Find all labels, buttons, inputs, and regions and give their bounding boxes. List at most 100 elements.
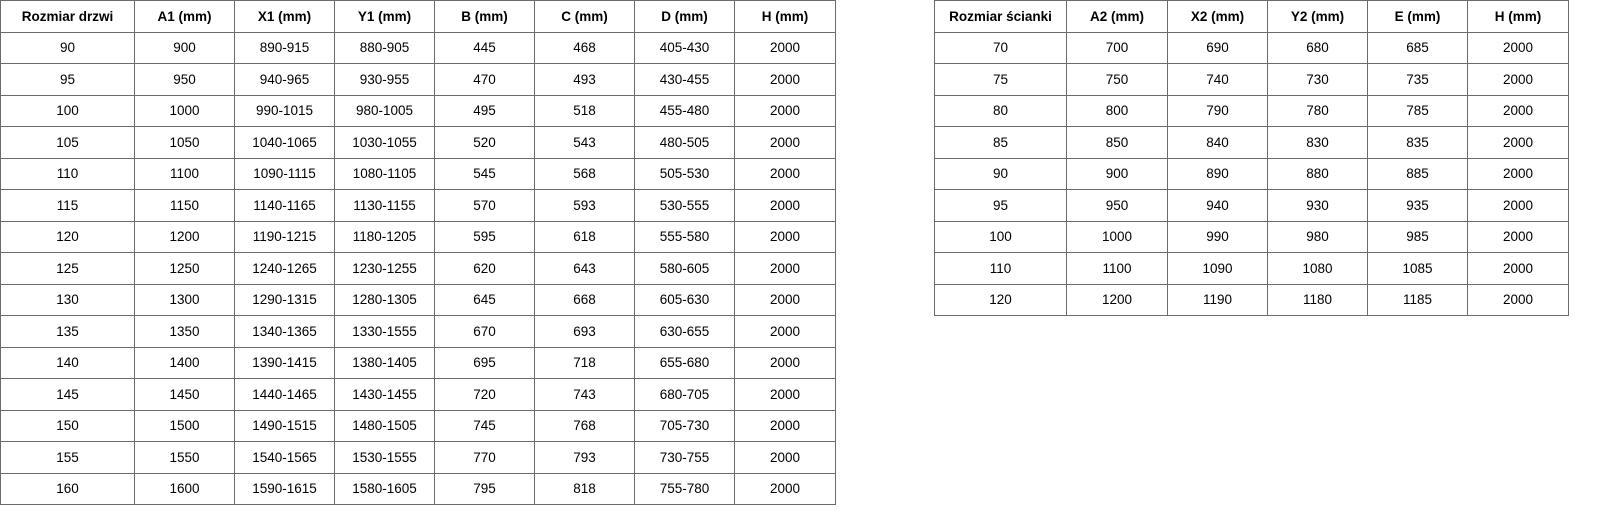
table-cell: 940-965: [234, 63, 335, 96]
table-cell: 493: [534, 63, 635, 96]
table-cell: 890: [1167, 157, 1268, 190]
table-cell: 1550: [134, 441, 235, 474]
table-cell: 90: [934, 157, 1067, 190]
table-cell: 543: [534, 126, 635, 159]
table-cell: 495: [434, 94, 535, 127]
column-header: A1 (mm): [134, 0, 235, 33]
column-header: H (mm): [1467, 0, 1569, 33]
table-cell: 735: [1367, 63, 1468, 96]
table-cell: 1080: [1267, 252, 1368, 285]
table-cell: 680-705: [634, 378, 735, 411]
table-cell: 985: [1367, 220, 1468, 253]
table-cell: 1100: [1066, 252, 1168, 285]
table-cell: 950: [134, 63, 235, 96]
table-cell: 2000: [734, 63, 836, 96]
table-cell: 2000: [1467, 94, 1569, 127]
table-cell: 480-505: [634, 126, 735, 159]
table-cell: 2000: [734, 283, 836, 316]
table-cell: 1190-1215: [234, 220, 335, 253]
table-cell: 430-455: [634, 63, 735, 96]
table-cell: 2000: [734, 126, 836, 159]
table-cell: 1200: [1066, 283, 1168, 316]
table-cell: 990-1015: [234, 94, 335, 127]
table-cell: 620: [434, 252, 535, 285]
table-cell: 125: [0, 252, 135, 285]
table-cell: 935: [1367, 189, 1468, 222]
table-cell: 1500: [134, 409, 235, 442]
table-header-row: Rozmiar drzwi A1 (mm) X1 (mm) Y1 (mm) B (mm)…: [0, 0, 836, 33]
table-cell: 730-755: [634, 441, 735, 474]
table-cell: 730: [1267, 63, 1368, 96]
table-cell: 2000: [734, 441, 836, 474]
table-cell: 518: [534, 94, 635, 127]
table-cell: 1290-1315: [234, 283, 335, 316]
table-cell: 85: [934, 126, 1067, 159]
wall-size-table: Rozmiar ścianki A2 (mm) X2 (mm) Y2 (mm) E (m…: [934, 0, 1569, 316]
column-header: B (mm): [434, 0, 535, 33]
table-cell: 900: [1066, 157, 1168, 190]
table-cell: 645: [434, 283, 535, 316]
column-header: C (mm): [534, 0, 635, 33]
column-header: E (mm): [1367, 0, 1468, 33]
table-row: 120 1200 1190-1215 1180-1205 595 618 555-580 20…: [0, 220, 836, 253]
table-cell: 950: [1066, 189, 1168, 222]
table-cell: 595: [434, 220, 535, 253]
table-cell: 685: [1367, 31, 1468, 64]
table-header-row: Rozmiar ścianki A2 (mm) X2 (mm) Y2 (mm) E (m…: [934, 0, 1569, 33]
table-cell: 405-430: [634, 31, 735, 64]
table-cell: 90: [0, 31, 135, 64]
table-cell: 1185: [1367, 283, 1468, 316]
table-cell: 1090: [1167, 252, 1268, 285]
table-cell: 2000: [734, 31, 836, 64]
table-cell: 2000: [734, 315, 836, 348]
table-cell: 1300: [134, 283, 235, 316]
table-cell: 75: [934, 63, 1067, 96]
table-cell: 885: [1367, 157, 1468, 190]
column-header: D (mm): [634, 0, 735, 33]
table-row: 125 1250 1240-1265 1230-1255 620 643 580-605 20…: [0, 252, 836, 285]
table-row: 100 1000 990 980 985 2000: [934, 220, 1569, 253]
table-cell: 2000: [1467, 220, 1569, 253]
table-cell: 2000: [734, 472, 836, 505]
table-cell: 2000: [734, 189, 836, 222]
table-cell: 1030-1055: [334, 126, 435, 159]
table-cell: 1040-1065: [234, 126, 335, 159]
table-row: 85 850 840 830 835 2000: [934, 126, 1569, 159]
table-cell: 100: [934, 220, 1067, 253]
table-cell: 1480-1505: [334, 409, 435, 442]
table-cell: 655-680: [634, 346, 735, 379]
table-cell: 1000: [1066, 220, 1168, 253]
table-cell: 570: [434, 189, 535, 222]
table-cell: 1090-1115: [234, 157, 335, 190]
table-cell: 835: [1367, 126, 1468, 159]
table-cell: 1230-1255: [334, 252, 435, 285]
table-row: 160 1600 1590-1615 1580-1605 795 818 755-780 20…: [0, 472, 836, 505]
table-cell: 790: [1167, 94, 1268, 127]
table-cell: 593: [534, 189, 635, 222]
table-cell: 505-530: [634, 157, 735, 190]
table-cell: 545: [434, 157, 535, 190]
table-cell: 520: [434, 126, 535, 159]
table-cell: 1150: [134, 189, 235, 222]
table-cell: 900: [134, 31, 235, 64]
table-cell: 580-605: [634, 252, 735, 285]
table-cell: 2000: [734, 157, 836, 190]
table-cell: 110: [0, 157, 135, 190]
table-cell: 115: [0, 189, 135, 222]
table-row: 70 700 690 680 685 2000: [934, 31, 1569, 64]
table-cell: 980: [1267, 220, 1368, 253]
table-cell: 1140-1165: [234, 189, 335, 222]
table-cell: 618: [534, 220, 635, 253]
table-cell: 1190: [1167, 283, 1268, 316]
column-header: Y1 (mm): [334, 0, 435, 33]
table-cell: 1280-1305: [334, 283, 435, 316]
table-cell: 140: [0, 346, 135, 379]
table-row: 90 900 890 880 885 2000: [934, 157, 1569, 190]
table-cell: 668: [534, 283, 635, 316]
table-cell: 743: [534, 378, 635, 411]
table-cell: 568: [534, 157, 635, 190]
column-header: Rozmiar drzwi: [0, 0, 135, 33]
table-cell: 1100: [134, 157, 235, 190]
table-cell: 718: [534, 346, 635, 379]
table-cell: 1530-1555: [334, 441, 435, 474]
